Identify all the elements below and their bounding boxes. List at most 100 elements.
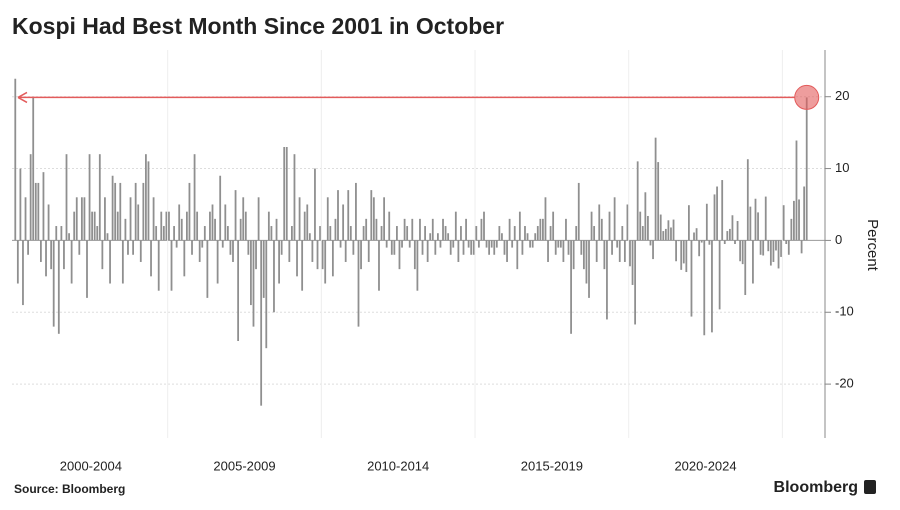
bar — [690, 240, 693, 317]
bar — [739, 240, 742, 262]
bar — [250, 240, 252, 306]
bar — [483, 211, 485, 241]
x-group-label: 2020-2024 — [674, 458, 736, 473]
bar — [629, 240, 631, 267]
bar — [375, 218, 378, 241]
bar — [547, 240, 549, 262]
bar — [557, 240, 560, 248]
bar — [769, 240, 772, 266]
bar — [293, 154, 296, 241]
bar — [698, 240, 701, 257]
bar — [124, 218, 127, 241]
bar — [388, 211, 391, 241]
bar — [636, 161, 639, 241]
bar — [490, 240, 493, 248]
bar — [111, 175, 114, 241]
y-axis-label: Percent — [864, 219, 881, 272]
bar — [711, 240, 713, 333]
bar — [291, 226, 293, 241]
bar — [713, 194, 716, 241]
bar — [703, 240, 706, 336]
bar — [139, 240, 142, 262]
bar — [554, 240, 557, 255]
bar — [403, 218, 406, 241]
bar — [652, 240, 654, 260]
arrow-head — [17, 91, 28, 104]
bar — [93, 211, 96, 241]
bar — [736, 221, 739, 241]
bar — [308, 233, 311, 241]
bar — [447, 233, 450, 241]
bar — [162, 226, 165, 241]
bar — [344, 240, 347, 262]
bar — [385, 240, 388, 248]
bar — [439, 240, 442, 248]
bar — [442, 218, 444, 241]
bar — [334, 218, 337, 241]
bar — [75, 197, 78, 241]
y-tick-label: -20 — [835, 376, 854, 391]
bar — [288, 240, 291, 262]
bar — [39, 240, 42, 262]
bar — [485, 240, 488, 248]
bar — [370, 190, 373, 241]
bar — [565, 218, 567, 241]
bar — [721, 180, 724, 241]
bar — [319, 226, 321, 241]
bar — [662, 231, 665, 241]
bar — [631, 240, 634, 285]
bar — [639, 211, 642, 241]
bar — [780, 240, 783, 257]
bar — [798, 199, 800, 241]
bar — [339, 240, 342, 248]
bar — [805, 97, 808, 241]
bar — [16, 240, 19, 284]
bar — [493, 240, 496, 255]
bar — [677, 240, 680, 242]
bar — [127, 240, 129, 255]
bar — [416, 240, 419, 291]
bar — [534, 233, 537, 241]
bar — [306, 204, 309, 241]
bar — [398, 240, 401, 270]
bar — [787, 240, 790, 255]
bar — [147, 161, 150, 241]
bar — [357, 240, 360, 327]
bar — [777, 240, 780, 269]
bar — [675, 240, 677, 262]
bar — [180, 218, 183, 241]
bar — [506, 240, 508, 262]
bar — [762, 240, 765, 256]
bar — [252, 240, 255, 327]
bar — [150, 240, 152, 277]
bar — [29, 154, 32, 241]
bar — [708, 240, 711, 245]
x-group-label: 2000-2004 — [60, 458, 122, 473]
bar — [603, 240, 606, 270]
bar — [296, 240, 298, 277]
bar — [705, 203, 708, 241]
bar — [129, 197, 132, 241]
bar — [285, 147, 288, 241]
bar — [165, 211, 168, 241]
bar — [316, 240, 319, 270]
bar — [477, 240, 480, 248]
bar — [577, 182, 580, 241]
bar — [175, 240, 178, 248]
bar — [193, 154, 196, 241]
bar — [275, 218, 278, 241]
bar — [549, 226, 552, 241]
bar — [390, 240, 393, 255]
bar — [767, 240, 770, 252]
bar — [173, 226, 175, 241]
bar — [524, 226, 526, 241]
bar — [255, 240, 257, 270]
bar — [170, 240, 173, 291]
bar — [78, 240, 81, 255]
bar — [672, 219, 675, 241]
bar — [431, 218, 434, 241]
bar — [775, 240, 777, 251]
bar — [649, 240, 652, 246]
bar — [449, 240, 452, 255]
bar — [396, 226, 398, 241]
